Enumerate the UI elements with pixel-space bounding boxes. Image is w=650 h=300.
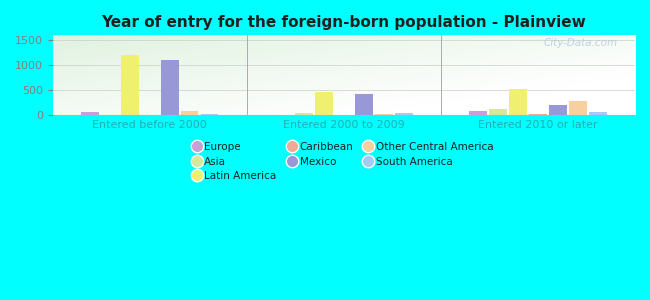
Bar	[121, 55, 138, 115]
Bar	[549, 105, 567, 115]
Bar	[375, 114, 393, 115]
Bar	[569, 101, 587, 115]
Bar	[315, 92, 333, 115]
Title: Year of entry for the foreign-born population - Plainview: Year of entry for the foreign-born popul…	[101, 15, 586, 30]
Bar	[201, 114, 218, 115]
Bar	[395, 113, 413, 115]
Bar	[529, 114, 547, 115]
Bar	[295, 112, 313, 115]
Bar	[81, 112, 99, 115]
Bar	[181, 111, 198, 115]
Bar	[161, 60, 179, 115]
Bar	[469, 111, 487, 115]
Legend: Europe, Asia, Latin America, Caribbean, Mexico, Other Central America, South Ame: Europe, Asia, Latin America, Caribbean, …	[190, 137, 498, 186]
Text: City-Data.com: City-Data.com	[543, 38, 618, 48]
Bar	[589, 112, 606, 115]
Bar	[355, 94, 372, 115]
Bar	[509, 89, 527, 115]
Bar	[489, 109, 507, 115]
